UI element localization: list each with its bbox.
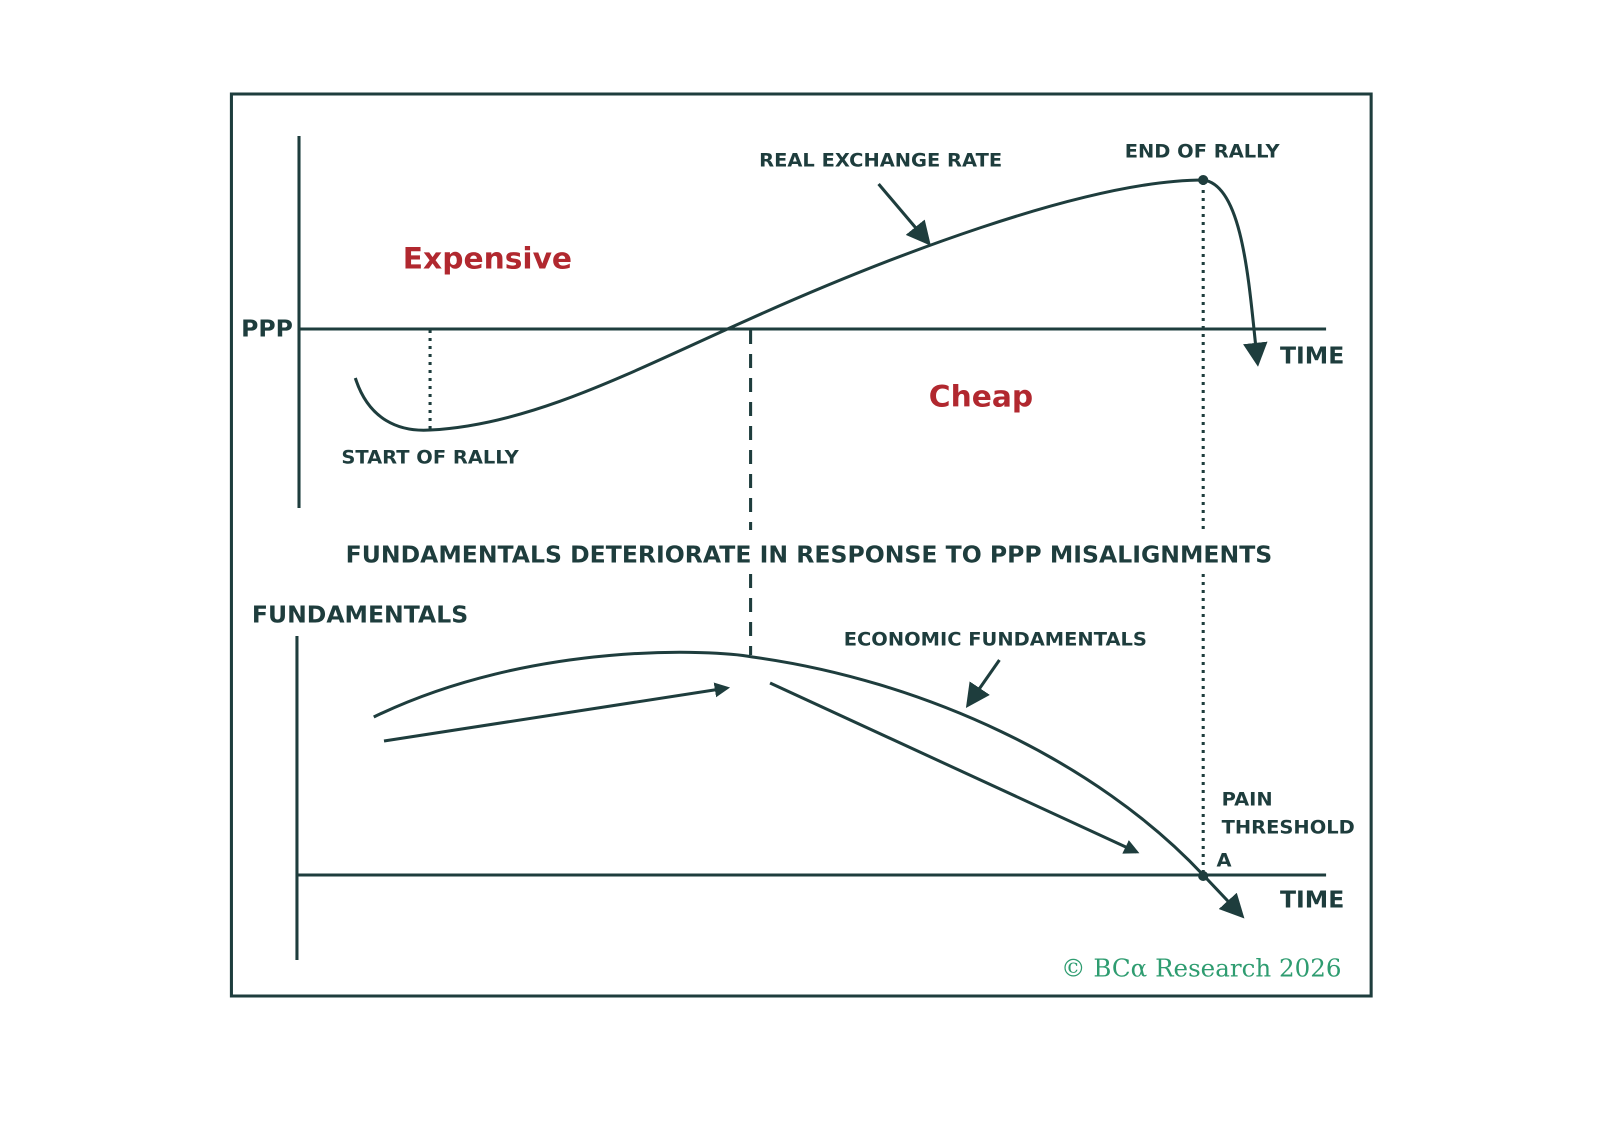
trend-arrow xyxy=(383,682,731,743)
axis-label: FUNDAMENTALS xyxy=(252,602,468,629)
label: A xyxy=(1217,849,1232,872)
axis-label: TIME xyxy=(1280,887,1344,914)
caption: FUNDAMENTALS DETERIORATE IN RESPONSE TO … xyxy=(346,542,1273,569)
label: END OF RALLY xyxy=(1125,140,1281,163)
zone-label: Expensive xyxy=(403,242,572,276)
axis-label: PPP xyxy=(241,316,293,343)
pointer-arrow xyxy=(965,659,1001,708)
label: ECONOMIC FUNDAMENTALS xyxy=(844,628,1147,651)
zone-label: Cheap xyxy=(929,380,1033,414)
threshold-point xyxy=(1198,871,1209,881)
axis-label: TIME xyxy=(1280,343,1344,370)
copyright: © BCα Research 2026 xyxy=(1061,954,1341,983)
label: PAIN xyxy=(1222,788,1273,811)
label: THRESHOLD xyxy=(1222,816,1355,839)
frame xyxy=(229,92,1373,998)
peak-point xyxy=(1198,175,1209,185)
fundamentals-curve xyxy=(373,650,1245,919)
pointer-arrow xyxy=(877,183,931,246)
label: START OF RALLY xyxy=(341,446,519,469)
trend-arrow xyxy=(769,681,1140,854)
exchange-rate-curve xyxy=(353,178,1268,432)
label: REAL EXCHANGE RATE xyxy=(759,149,1002,172)
